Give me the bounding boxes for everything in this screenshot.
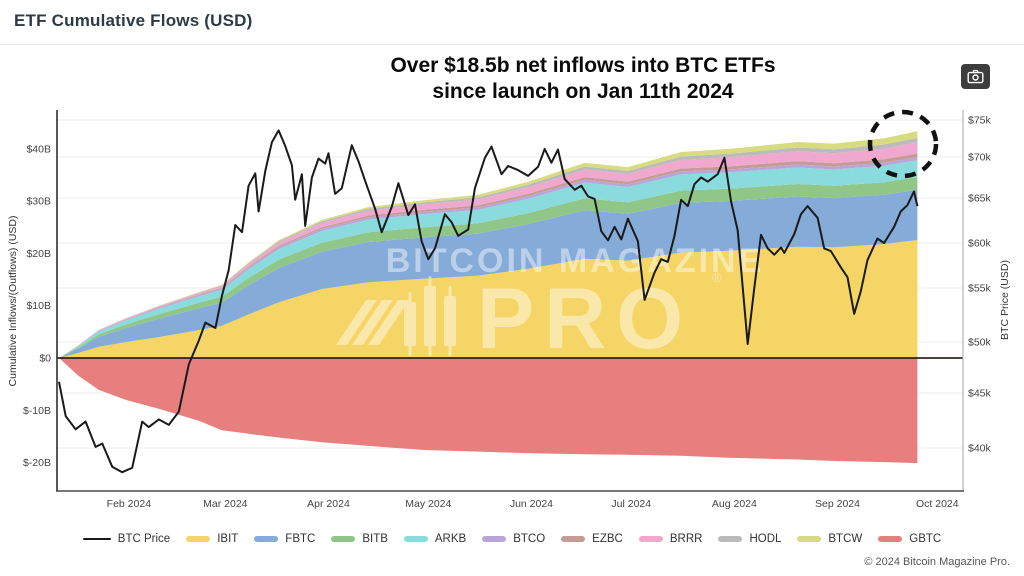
legend-label: EZBC	[592, 533, 623, 545]
y-left-axis-title: Cumulative Inflows/(Outflows) (USD)	[7, 216, 19, 387]
y-left-tick: $20B	[26, 248, 51, 260]
y-right-tick: $60k	[968, 238, 992, 250]
legend-label: ARKB	[434, 533, 467, 545]
x-tick: Jul 2024	[611, 498, 651, 510]
x-tick: Jun 2024	[510, 498, 553, 510]
legend-swatch	[638, 536, 663, 542]
y-right-tick: $50k	[968, 337, 992, 349]
y-right-axis-title: BTC Price (USD)	[999, 260, 1011, 340]
legend-swatch	[331, 536, 356, 542]
y-right-tick: $75k	[968, 115, 992, 127]
legend-swatch	[82, 538, 111, 540]
legend-swatch	[561, 536, 586, 542]
legend-label: BTCO	[513, 533, 546, 545]
chart-annotation: Over $18.5b net inflows into BTC ETFs si…	[143, 53, 1023, 106]
legend-label: BITB	[362, 533, 388, 545]
legend-item-fbtc[interactable]: FBTC	[254, 533, 315, 545]
chart-legend: BTC Price IBIT FBTC BITB ARKB BTCO EZBC BRRR HOD…	[0, 533, 1024, 545]
legend-item-hodl[interactable]: HODL	[718, 533, 781, 545]
annotation-line1: Over $18.5b net inflows into BTC ETFs	[390, 54, 776, 77]
copyright: © 2024 Bitcoin Magazine Pro.	[864, 556, 1010, 568]
legend-item-ezbc[interactable]: EZBC	[561, 533, 623, 545]
x-tick: Mar 2024	[203, 498, 248, 510]
x-tick: May 2024	[405, 498, 451, 510]
x-tick: Oct 2024	[916, 498, 959, 510]
y-left-tick: $-20B	[23, 457, 51, 469]
legend-swatch	[482, 536, 507, 542]
legend-item-bitb[interactable]: BITB	[331, 533, 388, 545]
legend-item-ibit[interactable]: IBIT	[186, 533, 238, 545]
area-BITB	[59, 177, 918, 358]
x-tick: Sep 2024	[815, 498, 860, 510]
tick-labels: $40B $30B $20B $10B $0 $-10B $-20B $75k $70k $65k…	[23, 115, 992, 511]
legend-swatch	[186, 536, 211, 542]
watermark-reg: ®	[712, 270, 722, 285]
screenshot-button[interactable]	[961, 64, 990, 89]
camera-icon	[967, 69, 984, 84]
legend-swatch	[254, 536, 279, 542]
y-left-tick: $10B	[26, 300, 51, 312]
y-right-tick: $40k	[968, 443, 992, 455]
y-right-tick: $55k	[968, 283, 992, 295]
stacked-areas	[59, 131, 918, 464]
y-right-tick: $70k	[968, 152, 992, 164]
area-ARKB	[59, 160, 918, 358]
watermark-text: BITCOIN MAGAZINE	[386, 242, 765, 280]
x-tick: Feb 2024	[107, 498, 152, 510]
legend-swatch	[403, 536, 428, 542]
legend-label: BTCW	[828, 533, 863, 545]
area-IBIT	[59, 240, 918, 358]
annotation-line2: since launch on Jan 11th 2024	[432, 80, 734, 104]
y-left-tick: $0	[39, 353, 51, 365]
legend-label: IBIT	[217, 533, 239, 545]
x-tick: Aug 2024	[712, 498, 757, 510]
legend-label: BTC Price	[117, 533, 171, 545]
legend-label: BRRR	[669, 533, 703, 545]
legend-label: FBTC	[285, 533, 316, 545]
legend-item-arkb[interactable]: ARKB	[403, 533, 467, 545]
btc-price-line	[58, 129, 919, 474]
y-left-tick: $-10B	[23, 405, 51, 417]
y-left-tick: $40B	[26, 143, 51, 155]
area-GBTC	[59, 358, 918, 464]
watermark-pro: PRO	[477, 271, 693, 367]
legend-item-btco[interactable]: BTCO	[482, 533, 545, 545]
y-right-tick: $45k	[968, 388, 992, 400]
legend-swatch	[718, 536, 743, 542]
legend-label: GBTC	[909, 533, 942, 545]
legend-item-btcw[interactable]: BTCW	[797, 533, 862, 545]
area-FBTC	[59, 189, 918, 358]
legend-swatch	[878, 536, 903, 542]
x-tick: Apr 2024	[307, 498, 350, 510]
legend-label: HODL	[749, 533, 782, 545]
legend-item-brrr[interactable]: BRRR	[638, 533, 703, 545]
header: ETF Cumulative Flows (USD)	[0, 0, 1024, 45]
legend-swatch	[797, 536, 822, 542]
legend-item-gbtc[interactable]: GBTC	[878, 533, 941, 545]
highlight-circle	[867, 109, 939, 179]
y-left-tick: $30B	[26, 196, 51, 208]
y-right-tick: $65k	[968, 193, 992, 205]
legend-item-btc-price[interactable]: BTC Price	[82, 533, 171, 545]
page-title: ETF Cumulative Flows (USD)	[14, 11, 253, 30]
